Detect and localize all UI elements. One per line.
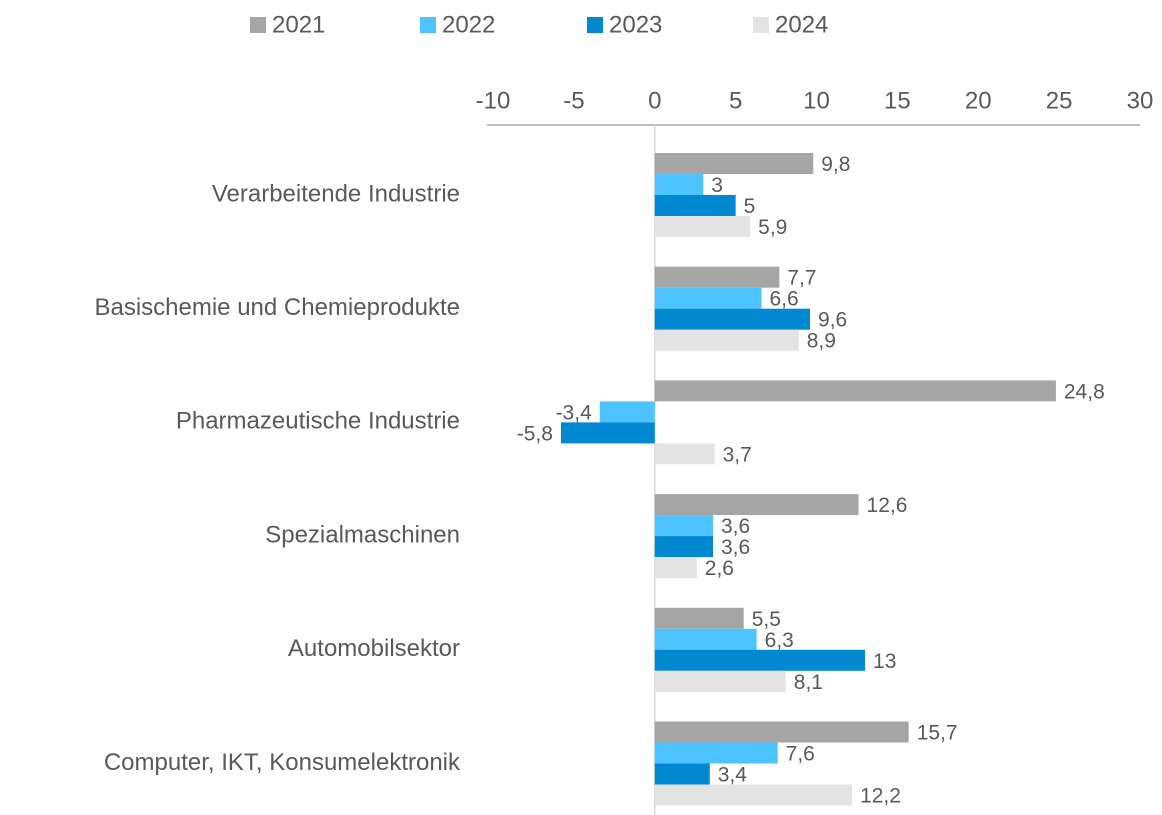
category-label: Basischemie und Chemieprodukte — [94, 294, 460, 321]
x-tick-label: 10 — [803, 87, 830, 114]
legend-swatch — [250, 17, 266, 33]
value-label: 5,5 — [752, 608, 781, 631]
bar — [654, 266, 780, 288]
value-label: 9,6 — [818, 309, 847, 332]
x-tick-label: 15 — [884, 87, 911, 114]
category-label: Computer, IKT, Konsumelektronik — [104, 749, 461, 776]
bar — [654, 607, 744, 629]
value-label: 8,1 — [794, 671, 823, 694]
value-label: 7,6 — [786, 743, 815, 766]
value-label: 3,4 — [718, 764, 748, 787]
bar — [654, 494, 859, 516]
value-label: 15,7 — [917, 722, 958, 745]
value-label: 5,9 — [758, 216, 787, 239]
bar — [654, 287, 762, 309]
bar — [654, 784, 853, 806]
bar — [654, 174, 704, 195]
category-label: Verarbeitende Industrie — [212, 180, 460, 207]
bar — [560, 422, 655, 444]
bar — [654, 670, 786, 692]
x-tick-label: 25 — [1046, 87, 1073, 114]
value-label: 12,6 — [867, 494, 908, 517]
x-tick-label: -5 — [563, 87, 584, 114]
bar — [654, 443, 715, 465]
bar — [654, 557, 697, 579]
legend-swatch — [587, 17, 603, 33]
value-label: 3,6 — [721, 536, 750, 559]
value-label: 13 — [873, 650, 896, 673]
bar — [654, 308, 811, 330]
value-label: 3 — [711, 174, 723, 197]
value-label: 24,8 — [1064, 380, 1105, 403]
value-label: -3,4 — [556, 401, 593, 424]
bar — [654, 515, 713, 537]
bar — [654, 628, 757, 650]
bar — [654, 649, 866, 671]
bar — [654, 721, 909, 743]
legend-label: 2023 — [609, 11, 662, 38]
category-label: Pharmazeutische Industrie — [176, 408, 460, 435]
legend-label: 2021 — [272, 11, 325, 38]
category-label: Spezialmaschinen — [265, 521, 460, 548]
legend-label: 2022 — [442, 11, 495, 38]
value-label: 6,6 — [770, 288, 799, 311]
legend-swatch — [753, 17, 769, 33]
bar — [654, 195, 736, 216]
bar — [654, 216, 751, 237]
category-label: Automobilsektor — [288, 635, 460, 662]
value-label: 7,7 — [787, 267, 816, 290]
x-tick-label: 0 — [648, 87, 661, 114]
bar — [654, 536, 713, 558]
x-tick-label: -10 — [476, 87, 511, 114]
bar — [654, 329, 799, 351]
legend-label: 2024 — [775, 11, 828, 38]
value-label: 3,6 — [721, 515, 750, 538]
value-label: 12,2 — [860, 785, 901, 808]
value-label: 3,7 — [723, 443, 752, 466]
value-label: 5 — [744, 195, 756, 218]
value-label: 8,9 — [807, 330, 836, 353]
x-tick-label: 30 — [1127, 87, 1154, 114]
value-label: 9,8 — [821, 153, 850, 176]
value-label: -5,8 — [517, 422, 553, 445]
bar — [654, 380, 1056, 402]
bar — [654, 153, 814, 174]
bar — [599, 401, 655, 423]
x-tick-label: 20 — [965, 87, 992, 114]
bar — [654, 742, 778, 764]
legend-swatch — [420, 17, 436, 33]
value-label: 2,6 — [705, 557, 734, 580]
x-tick-label: 5 — [729, 87, 742, 114]
value-label: 6,3 — [765, 629, 794, 652]
bar — [654, 763, 710, 785]
